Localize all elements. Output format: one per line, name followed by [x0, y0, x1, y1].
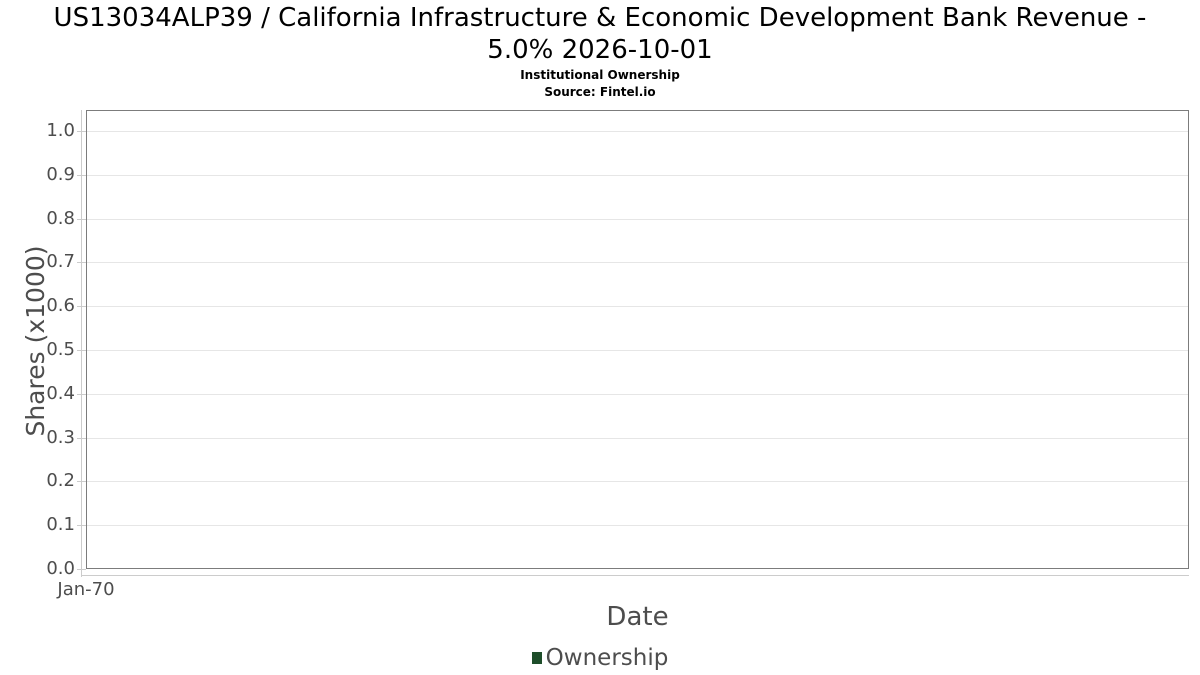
plot-area: [86, 110, 1189, 569]
y-gridline: [87, 131, 1188, 132]
y-tick-mark: [77, 481, 86, 482]
y-tick-mark: [77, 306, 86, 307]
y-tick-label: 0.1: [46, 514, 75, 535]
y-tick-label: 0.8: [46, 208, 75, 229]
y-tick-mark: [77, 262, 86, 263]
legend-label: Ownership: [545, 645, 669, 671]
y-tick-mark: [77, 219, 86, 220]
chart-subtitle: Institutional Ownership: [520, 68, 680, 82]
y-tick-label: 1.0: [46, 120, 75, 141]
y-tick-label: 0.0: [46, 558, 75, 579]
chart-title-line-2: 5.0% 2026-10-01: [487, 35, 713, 65]
y-gridline: [87, 525, 1188, 526]
y-axis-line: [81, 110, 82, 577]
x-axis-title: Date: [606, 602, 669, 632]
y-tick-label: 0.5: [46, 339, 75, 360]
x-axis-line: [81, 575, 1189, 576]
y-tick-label: 0.6: [46, 295, 75, 316]
chart-title: US13034ALP39 / California Infrastructure…: [0, 2, 1200, 66]
y-gridline: [87, 394, 1188, 395]
chart-source: Source: Fintel.io: [544, 85, 656, 99]
chart-title-line-1: US13034ALP39 / California Infrastructure…: [53, 3, 1147, 33]
y-tick-mark: [77, 438, 86, 439]
y-tick-mark: [77, 350, 86, 351]
y-gridline: [87, 219, 1188, 220]
y-gridline: [87, 350, 1188, 351]
x-tick-label: Jan-70: [57, 579, 115, 600]
legend: Ownership: [0, 644, 1200, 672]
y-tick-mark: [77, 569, 86, 570]
legend-item-ownership[interactable]: Ownership: [531, 644, 669, 672]
y-gridline: [87, 306, 1188, 307]
y-gridline: [87, 175, 1188, 176]
y-tick-mark: [77, 175, 86, 176]
legend-swatch-icon: [531, 652, 542, 664]
y-tick-label: 0.7: [46, 251, 75, 272]
y-tick-mark: [77, 394, 86, 395]
y-gridline: [87, 438, 1188, 439]
y-tick-label: 0.2: [46, 470, 75, 491]
y-axis-title: Shares (x1000): [21, 245, 50, 437]
y-gridline: [87, 262, 1188, 263]
y-tick-label: 0.4: [46, 383, 75, 404]
y-tick-label: 0.9: [46, 164, 75, 185]
y-tick-mark: [77, 131, 86, 132]
y-gridline: [87, 481, 1188, 482]
y-tick-label: 0.3: [46, 427, 75, 448]
y-tick-mark: [77, 525, 86, 526]
